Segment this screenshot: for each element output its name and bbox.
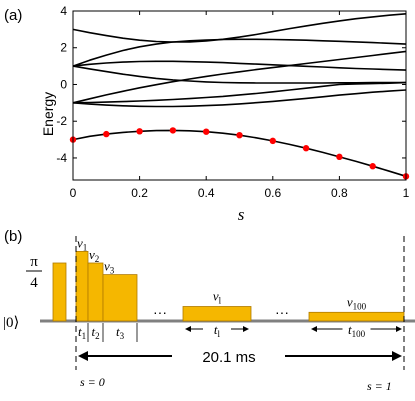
pulse-bar-l (182, 306, 252, 322)
ground-state-marker (302, 145, 310, 152)
pi-label: π (30, 254, 38, 270)
y-tick-label: 2 (60, 41, 67, 55)
x-axis-title: s (238, 205, 245, 224)
pulse-bar-1 (75, 250, 89, 322)
total-arrow-right-head (392, 351, 402, 361)
x-tick-label: 0.4 (198, 186, 215, 200)
energy-level-line-6 (72, 81, 407, 104)
y-tick-label: 4 (60, 4, 67, 18)
y-tick-label: 0 (60, 77, 67, 91)
ellipsis-1: ··· (153, 304, 167, 320)
pulse-bar-3 (102, 274, 138, 322)
ground-state-marker (336, 153, 343, 161)
pulse-bar-100 (308, 311, 405, 322)
ground-state-marker (136, 128, 143, 135)
energy-level-line-4 (72, 65, 406, 84)
y-tick-label: -4 (56, 151, 67, 165)
energy-level-line-3 (72, 60, 407, 71)
duration-label-100: t100 (348, 322, 366, 339)
ket-zero-label: |0⟩ (3, 315, 19, 331)
amplitude-label-3: v3 (104, 259, 115, 276)
reference-pulse-bar (52, 262, 67, 322)
panel-a: (a) Energy s 0 0.2 0.4 0.6 0.8 1 -4 -2 0 2 4 (4, 4, 410, 224)
panel-b-label: (b) (4, 228, 22, 245)
amplitude-label-2: v2 (89, 247, 99, 264)
pulse-bar-2 (87, 262, 104, 322)
duration-label-1: t1 (78, 324, 86, 341)
ground-state-marker (269, 137, 276, 145)
s-end-label: s = 1 (367, 379, 392, 393)
x-tick-label: 0.6 (264, 186, 281, 200)
ground-state-marker (236, 131, 243, 139)
energy-level-line-1 (72, 13, 407, 43)
total-time-label: 20.1 ms (202, 349, 255, 366)
x-tick-label: 0 (70, 186, 77, 200)
x-tick-label: 0.8 (331, 186, 348, 200)
ground-state-marker (169, 127, 177, 134)
duration-label-3: t3 (116, 324, 125, 341)
ground-state-marker (203, 128, 210, 135)
plot-frame (72, 10, 407, 181)
panel-a-label: (a) (4, 7, 22, 24)
total-arrow-left-head (78, 351, 88, 361)
energy-level-line-7 (72, 89, 407, 108)
duration-arrow-head (311, 326, 317, 332)
amplitude-label-l: vl (213, 289, 222, 306)
ground-state-marker (103, 130, 110, 138)
duration-arrow-head (396, 326, 402, 332)
ground-state-marker (369, 163, 376, 170)
amplitude-label-100: v100 (347, 294, 367, 311)
duration-arrow-head (185, 326, 191, 332)
energy-level-line-2 (72, 38, 407, 67)
panel-b: (b) π 4 |0⟩ v1 t1 v2 t2 v3 t3 vl tl v100 t100 ···… (3, 228, 415, 393)
duration-label-l: tl (214, 322, 221, 339)
ellipsis-2: ··· (275, 304, 289, 320)
energy-level-line-5 (72, 50, 407, 104)
amplitude-label-1: v1 (77, 235, 87, 252)
s-start-label: s = 0 (80, 375, 105, 389)
y-tick-label: -2 (56, 114, 67, 128)
x-tick-label: 1 (403, 186, 410, 200)
duration-label-2: t2 (91, 324, 99, 341)
duration-arrow-head (243, 326, 249, 332)
x-tick-label: 0.2 (131, 186, 148, 200)
y-axis-title: Energy (40, 92, 56, 136)
four-label: 4 (30, 275, 38, 291)
